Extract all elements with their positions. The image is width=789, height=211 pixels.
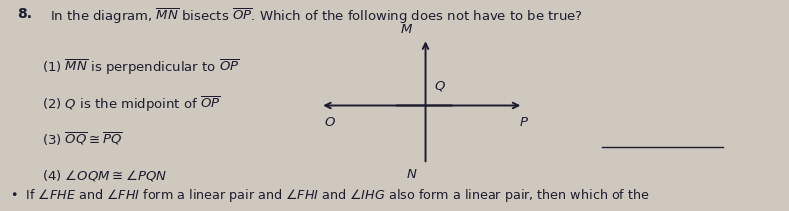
Text: •  If $\angle FHE$ and $\angle FHI$ form a linear pair and $\angle FHI$ and $\an: • If $\angle FHE$ and $\angle FHI$ form …: [9, 187, 649, 204]
Text: (4) $\angle OQM\cong\angle PQN$: (4) $\angle OQM\cong\angle PQN$: [42, 168, 167, 183]
Text: (2) $Q$ is the midpoint of $\overline{OP}$: (2) $Q$ is the midpoint of $\overline{OP…: [42, 95, 221, 114]
Text: In the diagram, $\overline{MN}$ bisects $\overline{OP}$. Which of the following : In the diagram, $\overline{MN}$ bisects …: [50, 7, 582, 26]
Text: O: O: [324, 116, 335, 129]
Text: M: M: [401, 23, 412, 36]
Text: Q: Q: [435, 80, 445, 93]
Text: (1) $\overline{MN}$ is perpendicular to $\overline{OP}$: (1) $\overline{MN}$ is perpendicular to …: [42, 57, 240, 77]
Text: (3) $\overline{OQ}\cong\overline{PQ}$: (3) $\overline{OQ}\cong\overline{PQ}$: [42, 131, 122, 147]
Text: P: P: [519, 116, 528, 129]
Text: N: N: [406, 168, 417, 181]
Text: 8.: 8.: [17, 7, 32, 21]
